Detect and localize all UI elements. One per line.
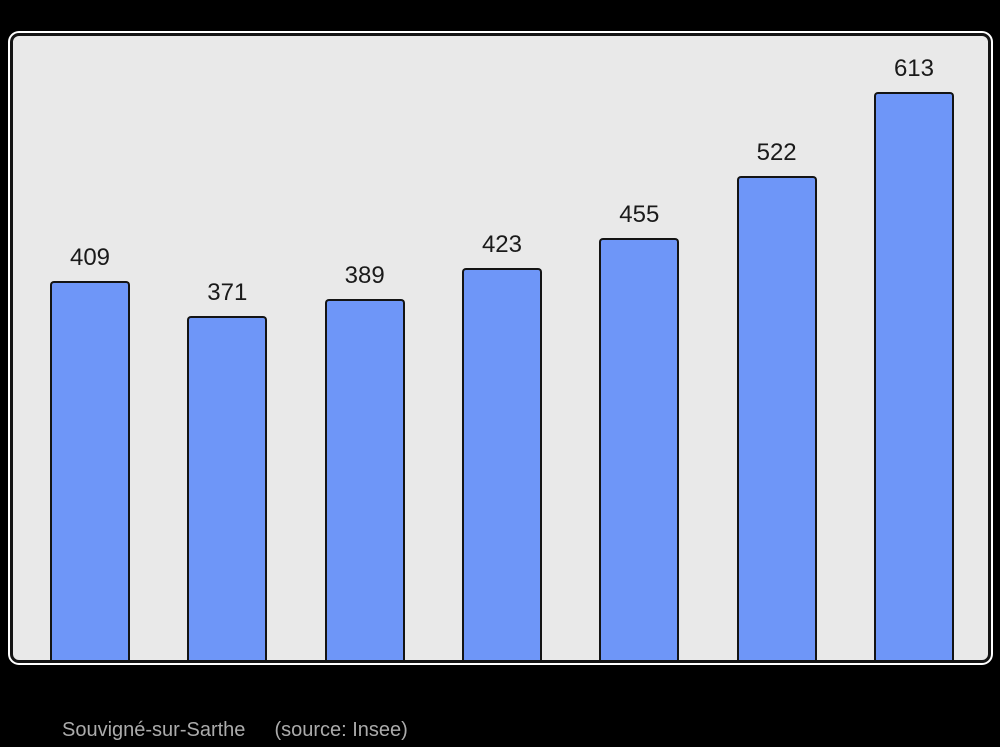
bar (187, 316, 268, 660)
bar (599, 238, 680, 660)
bar-value-label: 409 (69, 244, 111, 272)
bar-value-label: 389 (344, 262, 385, 290)
bars-row: 409 371 389 423 455 522 613 (13, 36, 988, 660)
bar-value-label: 522 (756, 139, 797, 167)
bar-value-label: 455 (619, 201, 660, 229)
bar (461, 268, 542, 660)
bar-column: 371 (187, 279, 268, 660)
bar (324, 299, 405, 660)
bar-column: 522 (736, 139, 817, 660)
bar-column: 455 (599, 201, 680, 660)
bar-value-label: 371 (207, 279, 248, 307)
chart-caption: Souvigné-sur-Sarthe (source: Insee) (62, 719, 408, 742)
caption-source: (source: Insee) (274, 719, 408, 741)
bar-column: 389 (324, 262, 405, 660)
bar-column: 613 (873, 55, 954, 660)
bar-column: 409 (50, 244, 130, 660)
bar (873, 92, 954, 660)
bar (50, 281, 130, 660)
bar (736, 176, 817, 660)
bar-value-label: 613 (893, 55, 934, 83)
chart-frame: 409 371 389 423 455 522 613 (10, 33, 991, 663)
caption-title: Souvigné-sur-Sarthe (62, 719, 246, 741)
bar-value-label: 423 (481, 231, 522, 259)
bar-column: 423 (461, 231, 542, 660)
